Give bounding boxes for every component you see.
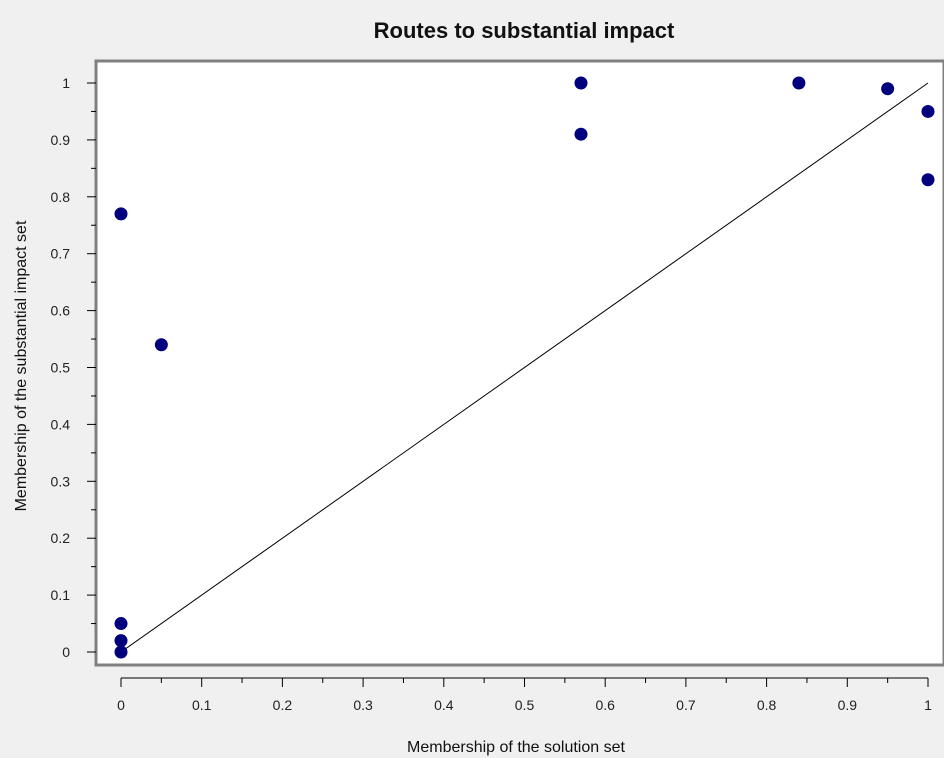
y-tick-label: 1	[62, 75, 70, 91]
data-point	[574, 76, 588, 90]
reference-line-group	[120, 82, 929, 653]
y-tick-label: 0.4	[51, 416, 71, 432]
data-point	[574, 127, 588, 141]
data-point	[921, 173, 935, 187]
x-tick-label: 0	[117, 697, 125, 713]
y-tick-label: 0.1	[51, 587, 71, 603]
chart-title: Routes to substantial impact	[374, 18, 675, 43]
x-tick-label: 0.9	[838, 697, 858, 713]
y-tick-label: 0.9	[51, 132, 71, 148]
data-point	[114, 617, 128, 631]
x-tick-label: 0.8	[757, 697, 777, 713]
y-tick-label: 0.3	[51, 473, 71, 489]
data-point	[792, 76, 806, 90]
x-tick-label: 1	[924, 697, 932, 713]
x-tick-label: 0.2	[273, 697, 293, 713]
y-tick-label: 0.6	[51, 303, 71, 319]
y-tick-label: 0	[62, 644, 70, 660]
y-tick-label: 0.7	[51, 246, 71, 262]
y-tick-label: 0.2	[51, 530, 71, 546]
x-tick-label: 0.6	[595, 697, 615, 713]
data-point	[154, 338, 168, 352]
data-point	[881, 82, 895, 96]
x-tick-label: 0.1	[192, 697, 212, 713]
data-point	[921, 104, 935, 118]
diagonal-reference-line	[120, 82, 929, 653]
data-point	[114, 634, 128, 648]
x-tick-label: 0.7	[676, 697, 696, 713]
y-axis-label: Membership of the substantial impact set	[13, 220, 30, 511]
x-tick-label: 0.4	[434, 697, 454, 713]
x-axis: 0 0.1 0.2 0.3 0.4 0.5 0.6 0.7 0.8 0.9 1	[117, 677, 932, 713]
x-tick-label: 0.5	[515, 697, 535, 713]
plot-area	[94, 59, 944, 667]
data-points	[114, 76, 935, 659]
y-axis: 0 0.1 0.2 0.3 0.4 0.5 0.6 0.7 0.8 0.9 1	[51, 75, 96, 660]
data-point	[114, 645, 128, 659]
data-point	[114, 207, 128, 221]
x-tick-label: 0.3	[353, 697, 373, 713]
y-tick-label: 0.5	[51, 360, 71, 376]
y-tick-label: 0.8	[51, 189, 71, 205]
x-axis-label: Membership of the solution set	[407, 739, 625, 756]
